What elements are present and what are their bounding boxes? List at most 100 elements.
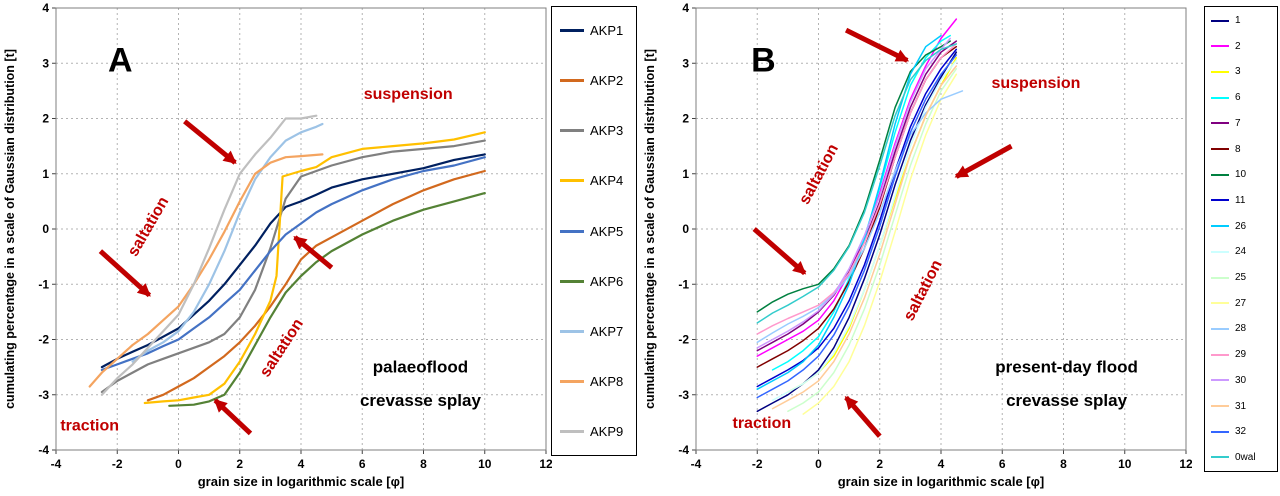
x-tick-label: -2 <box>752 457 763 471</box>
y-tick-label: -3 <box>38 388 49 402</box>
legend-item-28: 28 <box>1211 323 1271 334</box>
legend-line-swatch <box>1211 70 1229 73</box>
legend-item-32: 32 <box>1211 426 1271 437</box>
annotation-arrow <box>183 119 237 165</box>
x-tick-label: 8 <box>420 457 427 471</box>
y-axis-label: cumulating percentage in a scale of Gaus… <box>643 49 657 409</box>
series-29 <box>756 43 958 335</box>
plot-border <box>55 7 547 451</box>
plot-border <box>695 7 1187 451</box>
legend-label: 26 <box>1235 220 1247 232</box>
x-tick-label: 0 <box>175 457 182 471</box>
x-tick-label: 2 <box>876 457 883 471</box>
y-tick-label: -3 <box>678 388 689 402</box>
series-AKP5 <box>100 156 486 371</box>
x-tick-label: -4 <box>51 457 62 471</box>
legend-label: AKP4 <box>590 173 624 189</box>
x-tick-label: -2 <box>112 457 123 471</box>
chart-a-plot: -4 -2 0 2 4 6 8 10 12-4-3-2-101234Asuspensionsal… <box>3 1 552 489</box>
legend-line-swatch <box>1211 173 1229 176</box>
annotation-saltation: saltation <box>257 316 307 380</box>
legend-item-3: 3 <box>1211 66 1271 77</box>
legend-line-swatch <box>560 29 584 32</box>
x-tick-label: 8 <box>1060 457 1067 471</box>
legend-line-swatch <box>560 329 584 333</box>
y-tick-label: -1 <box>678 277 689 291</box>
legend-line-swatch <box>1211 19 1229 22</box>
legend-label: 11 <box>1235 194 1246 206</box>
x-tick-label: 2 <box>236 457 243 471</box>
y-tick-label: 3 <box>42 56 49 70</box>
y-tick-label: 3 <box>682 56 689 70</box>
annotation-arrow <box>293 235 334 270</box>
annotation-arrow <box>213 398 253 436</box>
annotation-crevasse-splay: crevasse splay <box>360 391 482 410</box>
legend-item-6: 6 <box>1211 92 1271 103</box>
series-10 <box>756 40 951 313</box>
legend-item-31: 31 <box>1211 401 1271 412</box>
legend-item-0wal: 0wal <box>1211 452 1271 463</box>
annotation-present-day-flood: present-day flood <box>995 358 1138 377</box>
legend-line-swatch <box>1211 199 1229 202</box>
x-axis-label: grain size in logarithmic scale [φ] <box>838 474 1045 489</box>
legend-item-30: 30 <box>1211 375 1271 386</box>
annotation-traction: traction <box>733 415 792 432</box>
legend-label: AKP3 <box>590 123 624 139</box>
series-AKP3 <box>100 139 486 394</box>
annotation-arrow <box>98 249 152 298</box>
legend-item-8: 8 <box>1211 144 1271 155</box>
series-24 <box>771 59 958 402</box>
x-tick-label: 0 <box>815 457 822 471</box>
legend-item-2: 2 <box>1211 41 1271 52</box>
series-AKP4 <box>143 131 486 405</box>
series-AKP9 <box>100 114 318 396</box>
legend-label: 24 <box>1235 246 1247 258</box>
series-0wal <box>756 43 958 324</box>
series-25 <box>787 68 958 413</box>
legend-item-1: 1 <box>1211 15 1271 26</box>
series-7 <box>756 40 958 352</box>
y-tick-label: 4 <box>682 1 689 15</box>
legend-label: AKP6 <box>590 273 624 289</box>
legend-label: AKP7 <box>590 323 624 339</box>
series-28 <box>756 90 964 344</box>
annotation-suspension: suspension <box>364 86 453 103</box>
legend-line-swatch <box>560 229 584 233</box>
legend-label: 25 <box>1235 272 1247 284</box>
x-tick-label: 4 <box>298 457 305 471</box>
x-tick-label: 10 <box>1118 457 1132 471</box>
x-tick-label: -4 <box>691 457 702 471</box>
y-tick-label: -2 <box>38 333 49 347</box>
series-11 <box>756 48 958 388</box>
annotation-arrow <box>844 27 910 63</box>
series-32 <box>756 54 958 399</box>
legend-item-AKP5: AKP5 <box>560 224 628 239</box>
series-30 <box>756 37 951 349</box>
y-tick-label: 0 <box>682 222 689 236</box>
y-tick-label: -2 <box>678 333 689 347</box>
series-AKP2 <box>146 169 486 402</box>
series-AKP6 <box>168 192 486 407</box>
annotation-arrow <box>752 227 807 276</box>
chart-b-plot: -4 -2 0 2 4 6 8 10 12-4-3-2-101234Bsuspensionsal… <box>643 1 1192 489</box>
legend-line-swatch <box>1211 276 1229 279</box>
legend-label: 30 <box>1235 374 1247 386</box>
legend-item-AKP1: AKP1 <box>560 23 628 38</box>
legend-line-swatch <box>1211 456 1229 459</box>
series-1 <box>756 51 958 413</box>
legend-line-swatch <box>1211 45 1229 48</box>
legend-item-AKP7: AKP7 <box>560 324 628 339</box>
y-tick-label: 1 <box>682 167 689 181</box>
series-26 <box>756 34 942 390</box>
legend-line-swatch <box>1211 96 1229 99</box>
legend-label: 1 <box>1235 15 1241 26</box>
annotation-a: A <box>108 42 133 80</box>
legend-item-AKP2: AKP2 <box>560 73 628 88</box>
y-tick-label: -1 <box>38 277 49 291</box>
legend-line-swatch <box>1211 353 1229 356</box>
annotation-saltation: saltation <box>901 257 946 323</box>
annotation-saltation: saltation <box>125 194 173 259</box>
x-tick-label: 10 <box>478 457 492 471</box>
